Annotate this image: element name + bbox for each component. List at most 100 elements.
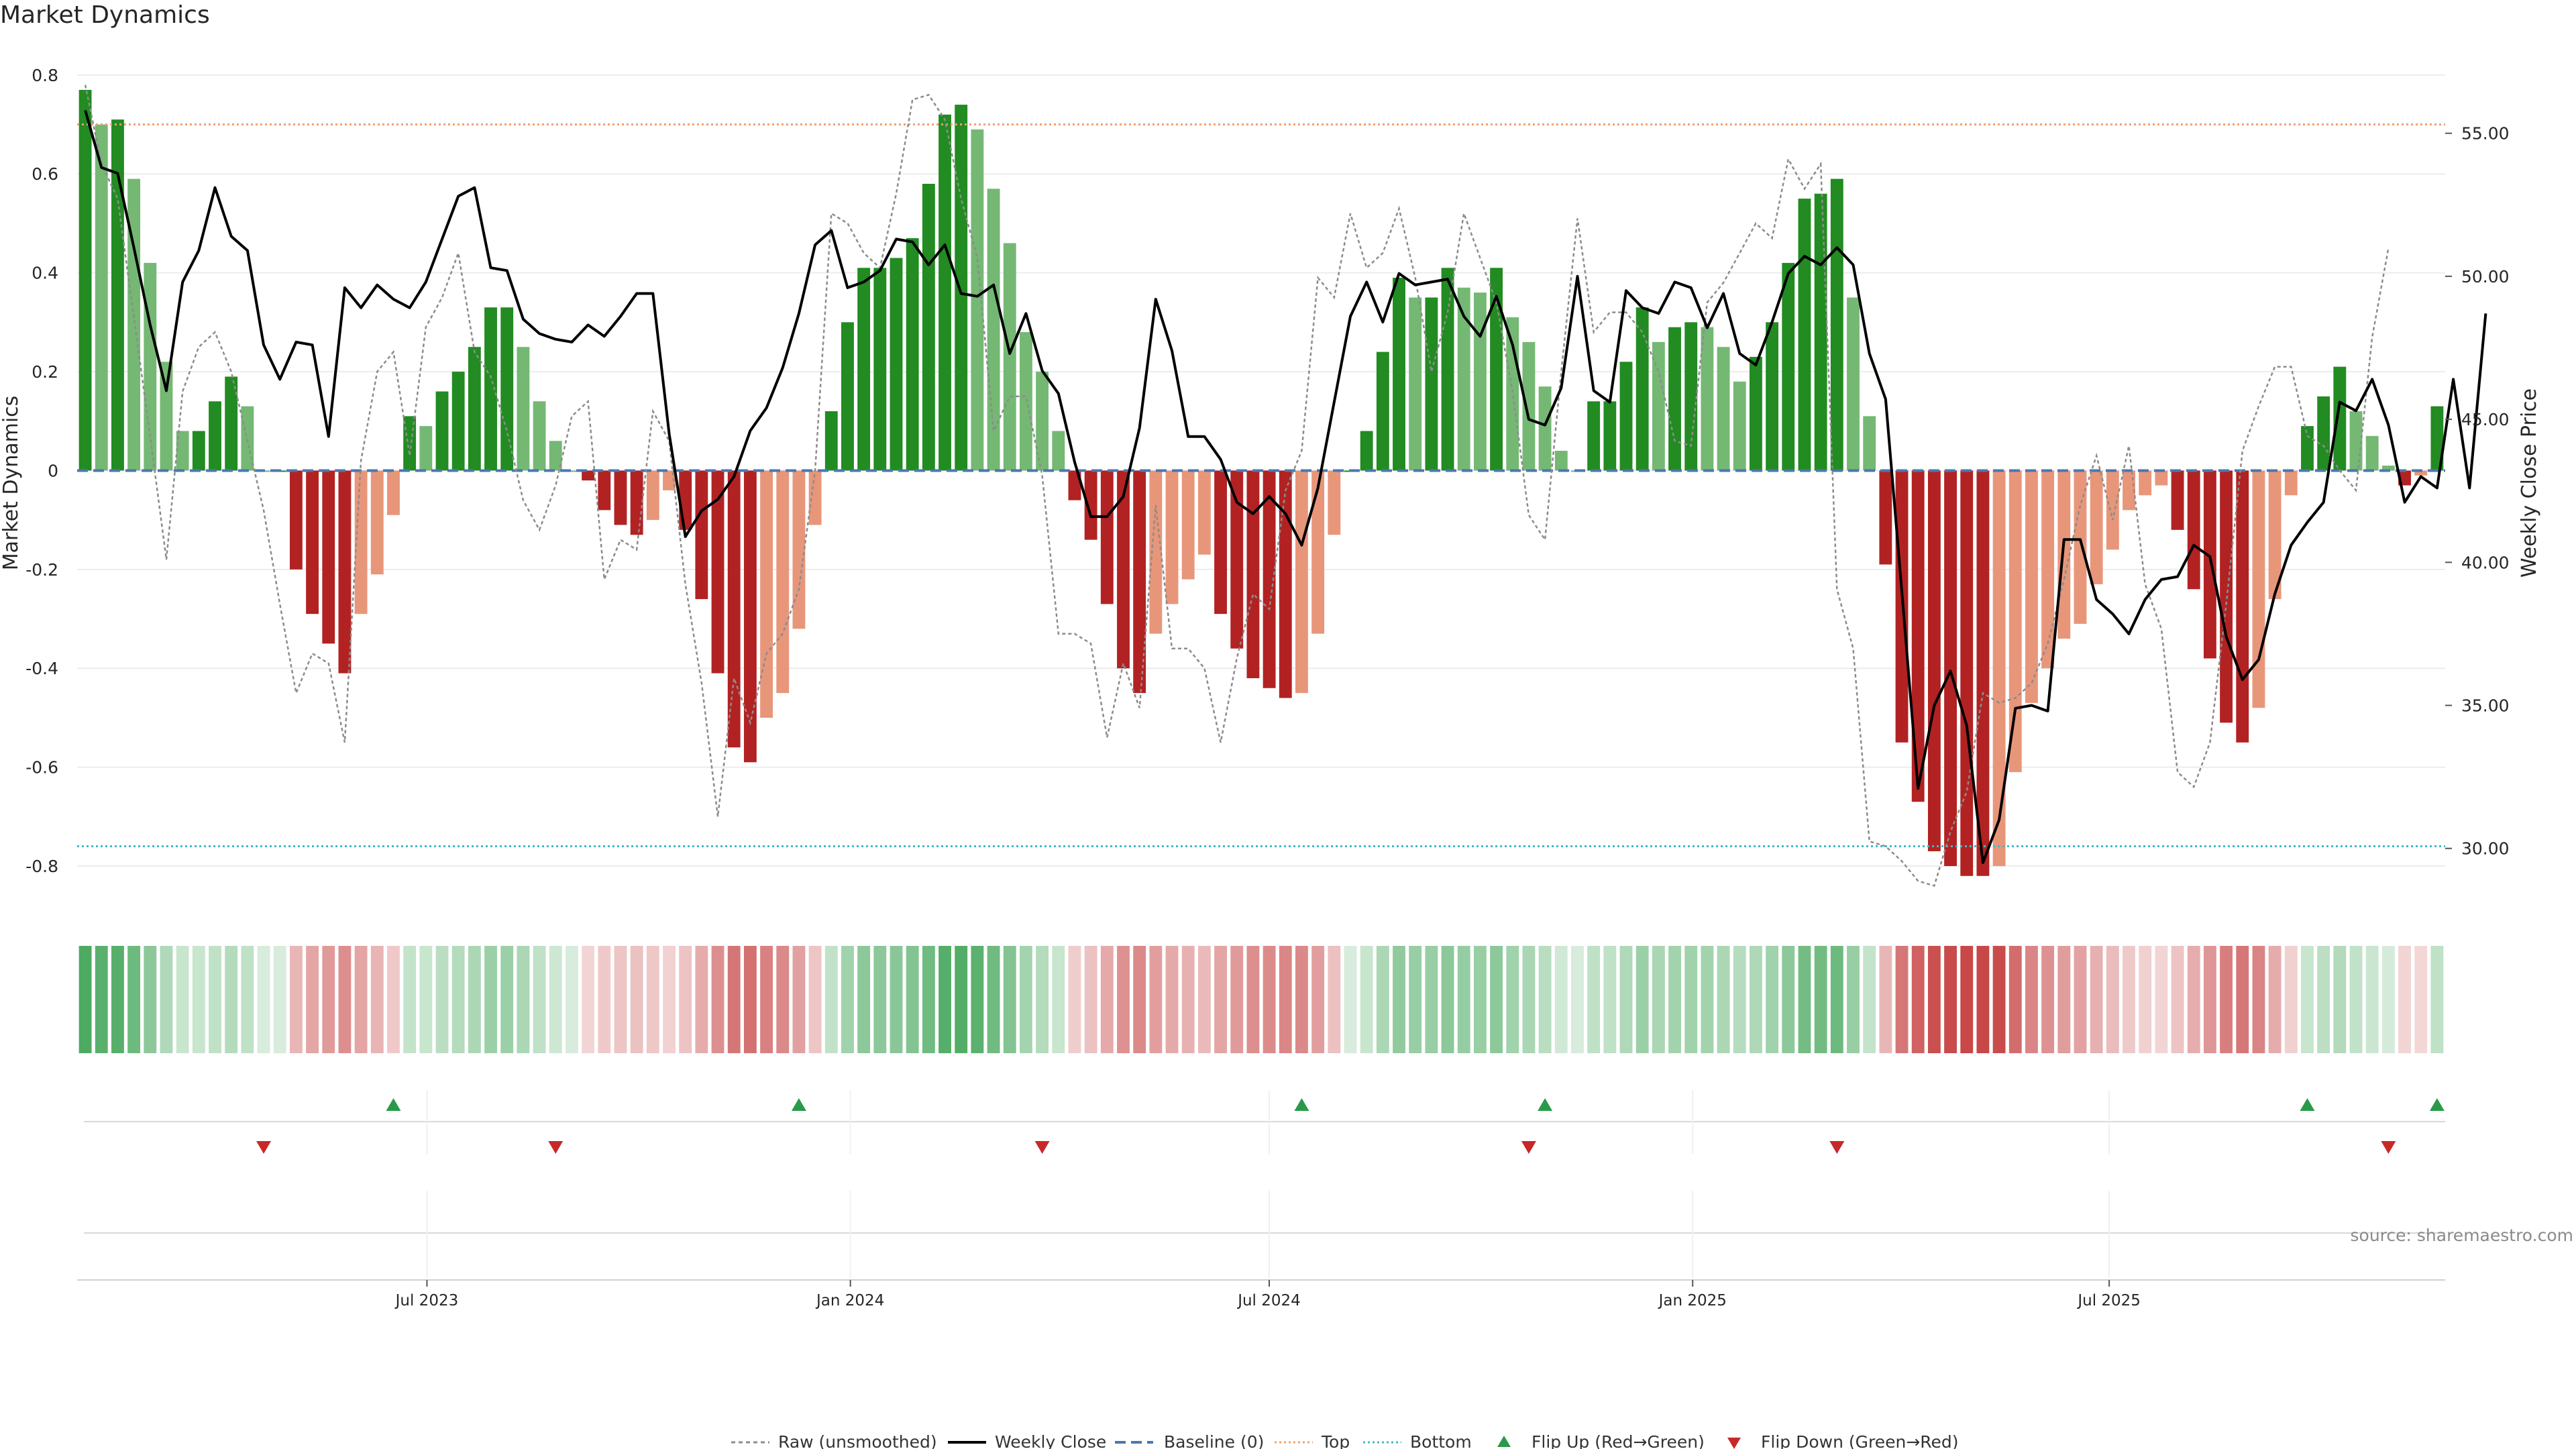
heat-cell — [1522, 946, 1536, 1053]
heat-cell — [2268, 946, 2282, 1053]
x-tick-label: Jan 2024 — [815, 1292, 884, 1309]
dynamics-bar — [2074, 470, 2087, 624]
dynamics-bar — [1393, 278, 1405, 471]
heat-cell — [2398, 946, 2411, 1053]
heat-cell — [1117, 946, 1130, 1053]
heat-cell — [209, 946, 221, 1053]
dynamics-bar — [1960, 470, 1974, 876]
y2-tick-label: 40.00 — [2461, 553, 2510, 572]
heat-cell — [1863, 946, 1876, 1053]
dynamics-bar — [2106, 470, 2119, 550]
heat-cell — [403, 946, 417, 1053]
dynamics-bar — [873, 268, 887, 471]
dynamics-bar — [614, 470, 627, 525]
weekly-close-line — [84, 109, 2487, 864]
heat-cell — [1798, 946, 1811, 1053]
heat-cell — [1701, 946, 1714, 1053]
dynamics-bar — [306, 470, 319, 614]
y-tick-label: -0.6 — [25, 758, 58, 777]
dynamics-bar — [1100, 470, 1114, 604]
dynamics-bar — [922, 183, 935, 471]
dynamics-bar — [338, 470, 352, 674]
dynamics-bar — [824, 411, 838, 471]
dynamics-bar — [2008, 470, 2022, 773]
dynamics-bar — [760, 470, 773, 718]
heat-cell — [78, 946, 92, 1053]
heat-cell — [1814, 946, 1827, 1053]
heat-cell — [1782, 946, 1795, 1053]
heat-cell — [1181, 946, 1195, 1053]
heat-cell — [582, 946, 595, 1053]
y-tick-label: 0.2 — [32, 362, 58, 382]
heat-cell — [289, 946, 303, 1053]
heat-cell — [1830, 946, 1843, 1053]
dynamics-bar — [2349, 411, 2363, 471]
heat-cell — [1684, 946, 1698, 1053]
heat-cell — [111, 946, 124, 1053]
dynamics-bar — [1814, 193, 1827, 471]
heat-cell — [1279, 946, 1292, 1053]
heat-cell — [1328, 946, 1341, 1053]
dynamics-bar — [1782, 262, 1795, 471]
dynamics-bar — [1587, 401, 1601, 471]
heat-cell — [1976, 946, 1990, 1053]
dynamics-bar — [1425, 297, 1438, 471]
heat-cell — [1052, 946, 1065, 1053]
heat-cell — [646, 946, 659, 1053]
dynamics-bar — [533, 401, 546, 471]
heat-cell — [500, 946, 514, 1053]
y-tick-label: 0.8 — [32, 66, 58, 85]
flip-up-marker — [1538, 1098, 1553, 1111]
heat-cell — [1960, 946, 1974, 1053]
heat-cell — [2349, 946, 2363, 1053]
heat-cell — [1214, 946, 1227, 1053]
heat-cell — [2236, 946, 2249, 1053]
flip-up-marker — [2429, 1098, 2445, 1111]
dynamics-bar — [1847, 297, 1860, 471]
dynamics-bar — [1635, 307, 1649, 471]
dynamics-bar — [1165, 470, 1179, 604]
heat-cell — [922, 946, 935, 1053]
heat-cell — [614, 946, 627, 1053]
dynamics-bar — [1603, 401, 1617, 471]
legend-item-baseline: Baseline (0) — [1115, 1432, 1264, 1449]
dynamics-bar — [111, 119, 124, 471]
heat-cell — [192, 946, 205, 1053]
dynamics-bar — [695, 470, 708, 600]
heat-cell — [1295, 946, 1308, 1053]
heat-cell — [338, 946, 352, 1053]
heat-cell — [2301, 946, 2314, 1053]
heat-cell — [160, 946, 173, 1053]
y2-tick-label: 55.00 — [2461, 124, 2510, 144]
dynamics-bar — [598, 470, 611, 511]
dynamics-bar — [1376, 352, 1389, 471]
dynamics-bar — [1181, 470, 1195, 580]
heat-cell — [2025, 946, 2038, 1053]
flip-up-marker — [1294, 1098, 1309, 1111]
heat-cell — [1003, 946, 1016, 1053]
dynamics-bar — [2187, 470, 2200, 590]
y2-tick-label: 30.00 — [2461, 839, 2510, 859]
heat-cell — [176, 946, 189, 1053]
heat-cell — [1197, 946, 1211, 1053]
dynamics-bar — [1084, 470, 1097, 540]
heat-cell — [1100, 946, 1114, 1053]
legend: Raw (unsmoothed) Weekly Close Baseline (… — [731, 1432, 1959, 1449]
heat-cell — [841, 946, 854, 1053]
heat-cell — [711, 946, 724, 1053]
legend-label-baseline: Baseline (0) — [1164, 1432, 1264, 1449]
dynamics-bar — [808, 470, 822, 525]
heat-cell — [1360, 946, 1373, 1053]
legend-item-top: Top — [1275, 1432, 1350, 1449]
dynamics-bar — [95, 124, 108, 471]
chart-title: Market Dynamics — [0, 1, 210, 29]
y-axis-label: Market Dynamics — [0, 396, 23, 571]
dynamics-bar — [2139, 470, 2152, 496]
heat-cell — [1376, 946, 1389, 1053]
heat-cell — [1847, 946, 1860, 1053]
heat-cell — [2333, 946, 2347, 1053]
heat-cell — [2284, 946, 2298, 1053]
heat-cell — [727, 946, 741, 1053]
heat-cell — [387, 946, 400, 1053]
dynamics-bar — [78, 89, 92, 471]
